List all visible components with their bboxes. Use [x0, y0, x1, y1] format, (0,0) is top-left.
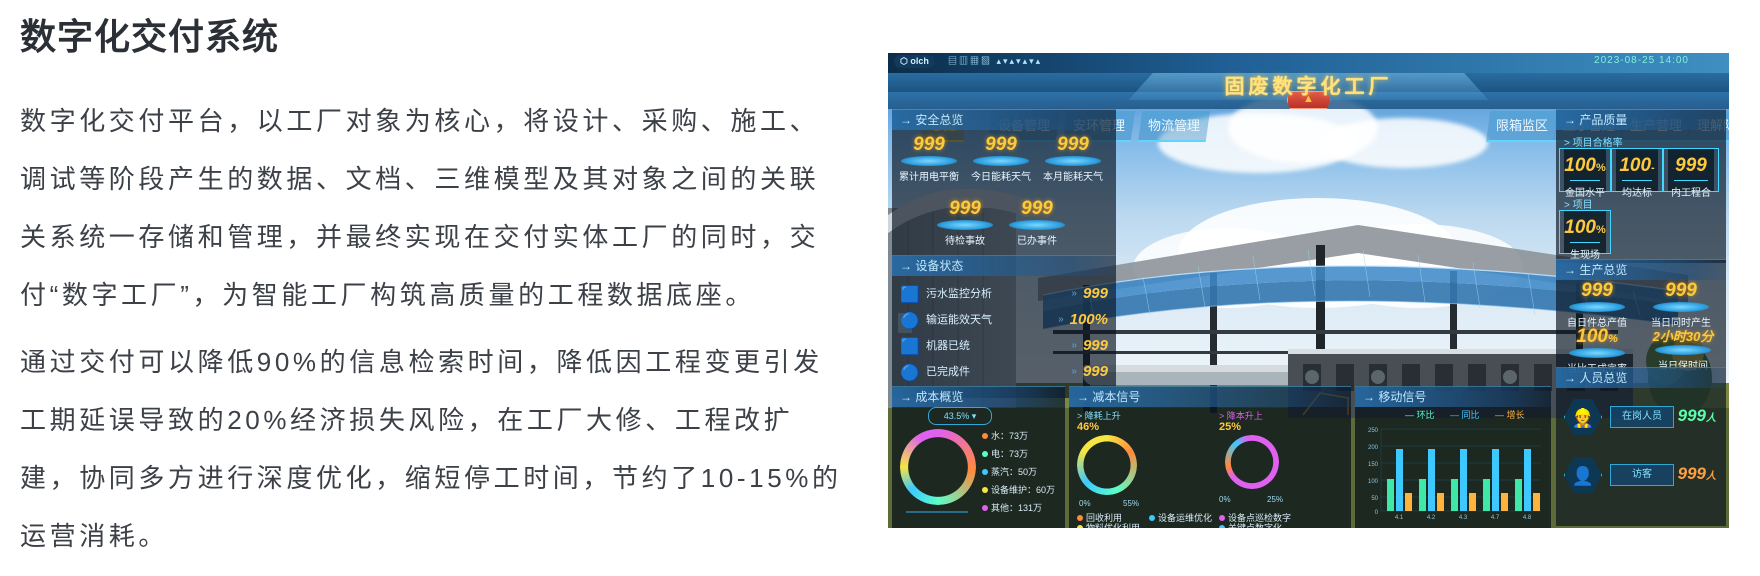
svg-text:150: 150 — [1368, 462, 1379, 468]
svg-text:100: 100 — [1368, 479, 1379, 485]
svg-text:4.7: 4.7 — [1491, 515, 1500, 521]
svg-text:0: 0 — [1375, 510, 1379, 516]
svg-text:50: 50 — [1371, 496, 1378, 502]
svg-text:250: 250 — [1368, 428, 1379, 434]
svg-text:4.8: 4.8 — [1523, 515, 1532, 521]
svg-text:4.3: 4.3 — [1459, 515, 1468, 521]
svg-text:200: 200 — [1368, 445, 1379, 451]
svg-text:4.2: 4.2 — [1427, 515, 1436, 521]
svg-text:4.1: 4.1 — [1395, 515, 1404, 521]
